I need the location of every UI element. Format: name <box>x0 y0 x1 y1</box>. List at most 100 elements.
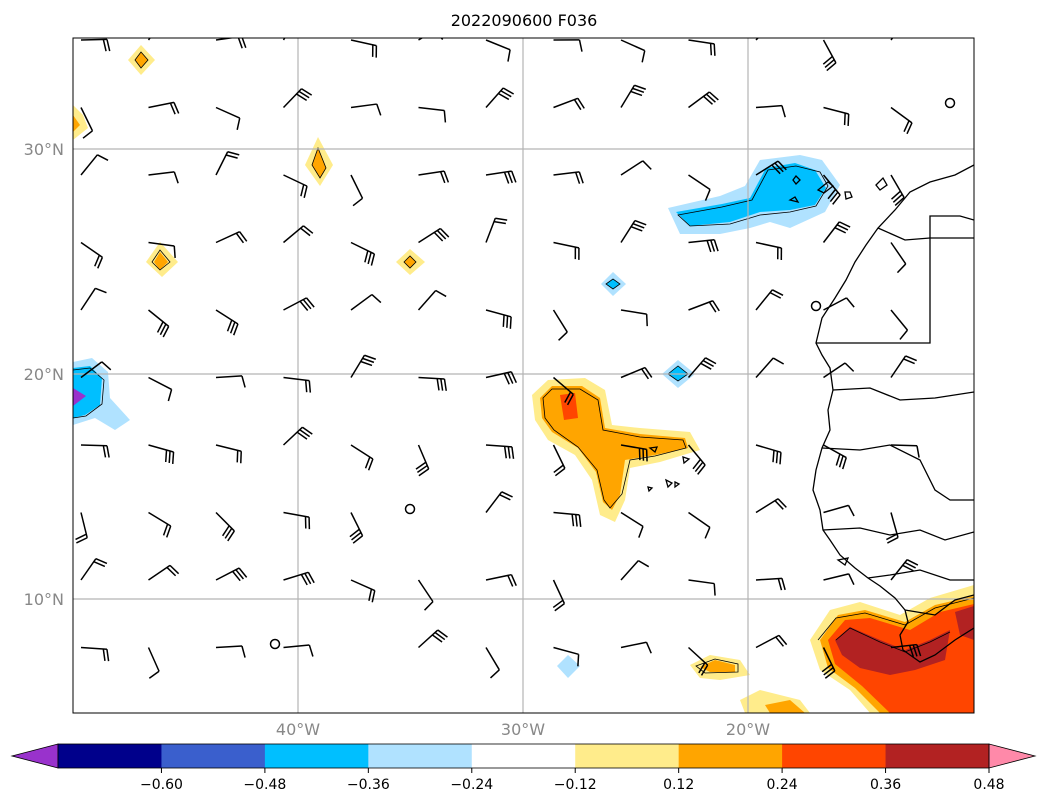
wind-barb <box>890 38 894 41</box>
wind-barb <box>620 560 650 581</box>
wind-barb <box>688 511 711 539</box>
wind-barb <box>890 309 909 340</box>
wind-barb <box>485 39 511 62</box>
wind-barb <box>80 557 108 581</box>
wind-barb <box>755 498 787 514</box>
wind-barb <box>552 309 568 341</box>
wind-barb <box>890 106 913 135</box>
colorbar-box <box>885 744 990 768</box>
wind-barb <box>755 38 760 41</box>
wind-barb <box>485 647 500 679</box>
wind-barb <box>755 357 785 378</box>
wind-barb <box>148 564 180 581</box>
wind-barb <box>755 444 782 465</box>
wind-barb <box>350 174 364 207</box>
wind-barb <box>349 512 364 544</box>
wind-barb <box>283 174 308 198</box>
wind-barb <box>148 101 180 115</box>
colorbar-label: −0.36 <box>347 777 390 793</box>
wind-barb <box>80 107 94 139</box>
wind-barb <box>823 106 850 126</box>
wind-barb <box>755 241 783 261</box>
colorbar-box <box>161 744 266 768</box>
colorbar: −0.60 −0.48 −0.36 −0.24 −0.12 0.12 0.24 0.36 0.4… <box>10 743 1037 793</box>
colorbar-label: 0.24 <box>767 777 798 793</box>
wind-barb <box>350 103 382 116</box>
wind-barb <box>553 97 585 111</box>
wind-barb <box>687 444 706 475</box>
lat-label-30n: 30°N <box>24 140 64 159</box>
colorbar-label: −0.48 <box>243 777 286 793</box>
wind-barb <box>553 171 584 184</box>
colorbar-label: 0.36 <box>870 777 901 793</box>
wind-barb <box>282 426 313 446</box>
coastline <box>647 164 974 663</box>
colorbar-box <box>471 744 576 768</box>
wind-barb <box>553 39 583 52</box>
colorbar-box <box>575 744 680 768</box>
wind-barb <box>552 444 566 477</box>
lon-label-30w: 30°W <box>501 720 545 739</box>
lon-label-40w: 40°W <box>276 720 320 739</box>
wind-barb <box>553 646 580 667</box>
wind-barb <box>80 241 104 269</box>
wind-barb <box>283 644 314 657</box>
wind-barb <box>415 444 430 477</box>
wind-barb <box>283 511 311 530</box>
wind-barb <box>755 577 786 591</box>
wind-barb <box>553 376 574 406</box>
wind-barb <box>620 641 652 654</box>
wind-barb <box>822 39 837 72</box>
colorbar-label: −0.12 <box>554 777 597 793</box>
wind-barb <box>418 376 447 391</box>
wind-barb <box>755 160 787 176</box>
wind-barb <box>418 227 450 244</box>
wind-barb <box>688 300 720 313</box>
wind-barb <box>890 643 922 658</box>
wind-barb <box>215 106 241 130</box>
wind-barb <box>823 444 847 470</box>
wind-barb <box>823 573 855 585</box>
wind-barb <box>485 170 517 184</box>
wind-barb <box>755 634 788 649</box>
wind-barb <box>215 645 246 658</box>
wind-barb <box>148 376 173 402</box>
wind-barb <box>890 558 919 581</box>
wind-barb <box>687 357 717 378</box>
wind-barb <box>688 579 716 596</box>
wind-barb <box>823 362 855 379</box>
wind-barb <box>620 366 653 380</box>
colorbar-label: −0.24 <box>450 777 493 793</box>
wind-barb <box>688 91 719 109</box>
colorbar-frame <box>57 743 990 769</box>
wind-barb <box>485 371 518 385</box>
wind-barb <box>886 512 899 544</box>
wind-barb <box>485 491 513 513</box>
colorbar-box <box>678 744 783 768</box>
wind-barb <box>485 573 517 587</box>
wind-barb <box>350 354 377 378</box>
wind-barb <box>755 104 786 118</box>
wind-barb <box>282 88 313 109</box>
wind-barb <box>215 375 246 388</box>
wind-barb <box>282 38 286 41</box>
calm-circle <box>944 97 956 109</box>
map-frame <box>72 37 975 714</box>
lon-label-20w: 20°W <box>726 720 770 739</box>
lat-label-20n: 20°N <box>24 365 64 384</box>
wind-barb <box>148 171 179 184</box>
wind-barb <box>890 444 920 458</box>
wind-barb <box>552 579 566 612</box>
longitude-labels: 40°W 30°W 20°W <box>276 720 770 739</box>
wind-barbs <box>75 38 956 679</box>
wind-barb <box>283 297 315 311</box>
wind-barb <box>620 39 646 63</box>
wind-barb <box>688 174 711 201</box>
wind-barb <box>418 106 447 123</box>
latitude-labels: 30°N 20°N 10°N <box>24 140 64 609</box>
wind-barb <box>350 579 376 603</box>
wind-barb <box>80 444 110 458</box>
wind-barb <box>148 309 170 338</box>
wind-barb <box>687 646 709 676</box>
